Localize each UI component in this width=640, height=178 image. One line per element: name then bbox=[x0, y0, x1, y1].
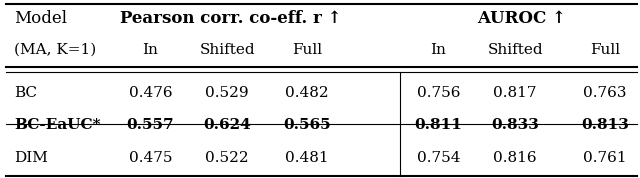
Text: (MA, K=1): (MA, K=1) bbox=[14, 43, 97, 57]
Text: 0.475: 0.475 bbox=[129, 151, 172, 164]
Text: 0.482: 0.482 bbox=[285, 87, 329, 100]
Text: 0.761: 0.761 bbox=[583, 151, 627, 164]
Text: 0.557: 0.557 bbox=[127, 119, 174, 132]
Text: Shifted: Shifted bbox=[200, 43, 255, 57]
Text: 0.813: 0.813 bbox=[581, 119, 628, 132]
Text: 0.833: 0.833 bbox=[492, 119, 539, 132]
Text: Shifted: Shifted bbox=[488, 43, 543, 57]
Text: Model: Model bbox=[14, 10, 67, 27]
Text: Full: Full bbox=[292, 43, 323, 57]
Text: 0.754: 0.754 bbox=[417, 151, 460, 164]
Text: 0.756: 0.756 bbox=[417, 87, 460, 100]
Text: 0.811: 0.811 bbox=[415, 119, 462, 132]
Text: DIM: DIM bbox=[14, 151, 48, 164]
Text: 0.476: 0.476 bbox=[129, 87, 172, 100]
Text: Full: Full bbox=[589, 43, 620, 57]
Text: 0.529: 0.529 bbox=[205, 87, 249, 100]
Text: 0.522: 0.522 bbox=[205, 151, 249, 164]
Text: In: In bbox=[143, 43, 158, 57]
Text: In: In bbox=[431, 43, 446, 57]
Text: 0.817: 0.817 bbox=[493, 87, 537, 100]
Text: Pearson corr. co-eff. r ↑: Pearson corr. co-eff. r ↑ bbox=[120, 10, 341, 27]
Text: AUROC ↑: AUROC ↑ bbox=[477, 10, 566, 27]
Text: 0.624: 0.624 bbox=[204, 119, 251, 132]
Text: 0.763: 0.763 bbox=[583, 87, 627, 100]
Text: 0.565: 0.565 bbox=[284, 119, 331, 132]
Text: 0.481: 0.481 bbox=[285, 151, 329, 164]
Text: BC-EaUC*: BC-EaUC* bbox=[14, 119, 100, 132]
Text: BC: BC bbox=[14, 87, 37, 100]
Text: 0.816: 0.816 bbox=[493, 151, 537, 164]
